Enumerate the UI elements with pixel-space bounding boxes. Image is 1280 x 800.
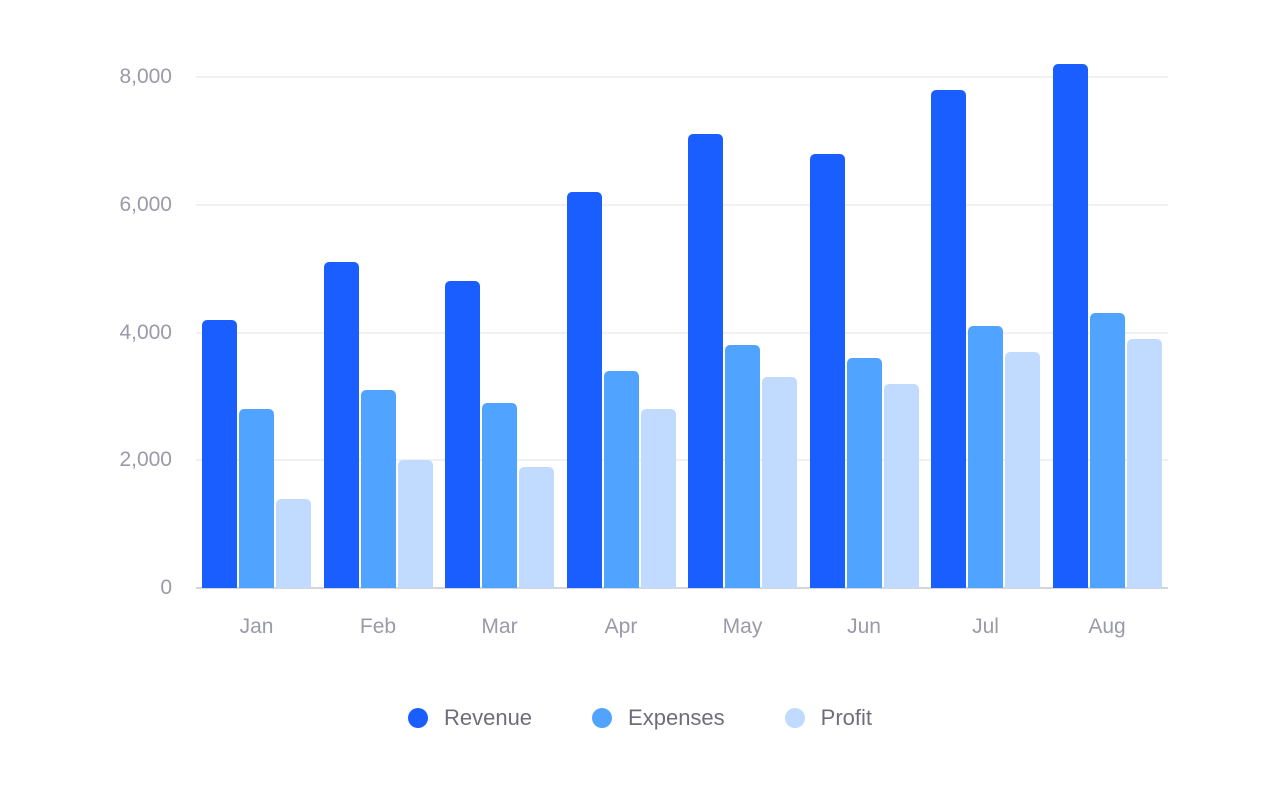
legend-item-revenue[interactable]: Revenue (407, 705, 533, 731)
bar-expenses-may[interactable] (725, 345, 760, 588)
y-axis-tick-label: 6,000 (119, 192, 172, 216)
bar-expenses-jun[interactable] (846, 358, 882, 588)
x-axis-tick-label: Jan (239, 615, 274, 638)
bar-expenses-aug[interactable] (1089, 313, 1125, 588)
gridline (196, 331, 1168, 334)
bar-revenue-may[interactable] (688, 134, 723, 588)
bar-revenue-jul[interactable] (931, 89, 966, 588)
legend-dot-icon (784, 708, 805, 728)
bar-expenses-jan[interactable] (239, 409, 274, 588)
y-axis-tick-label: 0 (160, 576, 172, 599)
gridline (196, 203, 1168, 206)
x-axis-tick-label: Jul (972, 615, 999, 638)
bar-profit-jul[interactable] (1005, 351, 1040, 588)
bar-revenue-jun[interactable] (809, 153, 845, 588)
x-axis-tick-label: Aug (1088, 615, 1126, 638)
x-axis-tick-label: Jun (847, 615, 881, 638)
x-axis-tick-label: Mar (481, 615, 518, 638)
x-axis-tick-label: Feb (359, 615, 397, 638)
bar-profit-apr[interactable] (640, 409, 676, 588)
bar-expenses-mar[interactable] (482, 402, 517, 588)
bar-expenses-feb[interactable] (360, 389, 396, 588)
bar-expenses-apr[interactable] (603, 370, 639, 588)
bar-revenue-apr[interactable] (566, 191, 602, 588)
bar-revenue-aug[interactable] (1052, 64, 1088, 588)
legend-dot-icon (592, 708, 613, 728)
bar-profit-mar[interactable] (519, 466, 554, 588)
x-axis-line (196, 587, 1168, 589)
x-axis-tick-label: May (722, 615, 763, 638)
bar-revenue-mar[interactable] (445, 281, 480, 588)
bar-profit-jun[interactable] (883, 383, 919, 588)
bar-profit-feb[interactable] (397, 460, 433, 588)
bar-profit-may[interactable] (762, 377, 797, 588)
gridline (196, 76, 1168, 78)
chart-legend: Revenue Expenses Profit (0, 705, 1280, 731)
bar-profit-aug[interactable] (1126, 338, 1162, 588)
bar-expenses-jul[interactable] (968, 326, 1003, 588)
legend-item-expenses[interactable]: Expenses (592, 705, 725, 731)
legend-dot-icon (407, 708, 428, 728)
y-axis-tick-label: 8,000 (119, 65, 172, 88)
x-axis-tick-label: Apr (604, 615, 638, 638)
bar-profit-jan[interactable] (276, 498, 311, 588)
legend-label: Revenue (443, 705, 533, 730)
legend-label: Profit (820, 705, 873, 730)
bar-revenue-jan[interactable] (202, 319, 237, 588)
gridline (196, 459, 1168, 462)
bar-revenue-feb[interactable] (323, 262, 359, 588)
y-axis-tick-label: 2,000 (119, 448, 172, 472)
y-axis-tick-label: 4,000 (119, 320, 172, 344)
legend-label: Expenses (628, 705, 725, 730)
legend-item-profit[interactable]: Profit (784, 705, 873, 731)
